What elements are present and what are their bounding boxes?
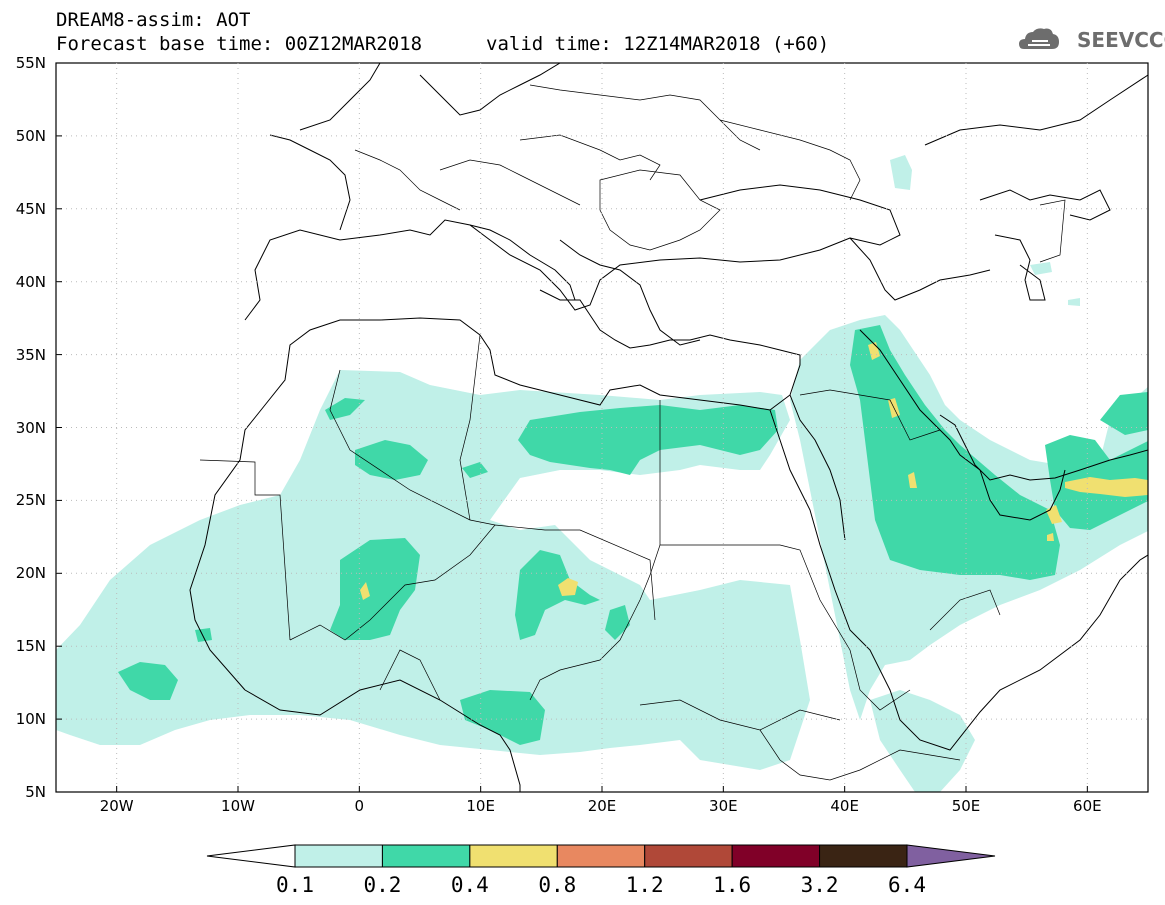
colorbar-label: 0.1 — [276, 873, 314, 897]
aot-niger-medium — [330, 538, 420, 640]
colorbar-swatch — [731, 844, 821, 868]
colorbar-swatch — [644, 844, 733, 868]
lat-label: 50N — [15, 126, 46, 145]
lon-label: 40E — [830, 797, 859, 815]
lat-label: 15N — [15, 637, 46, 656]
aot-gulf-high — [1065, 477, 1148, 497]
lat-label: 20N — [15, 564, 46, 583]
valid-time-label: valid time: 12Z14MAR2018 (+60) — [486, 33, 830, 55]
base-time-label: Forecast base time: 00Z12MAR2018 — [56, 33, 423, 55]
aot-field — [56, 155, 1148, 792]
lon-label: 50E — [951, 797, 981, 815]
colorbar-swatch — [556, 844, 646, 868]
colorbar-swatch — [819, 844, 908, 868]
lon-label: 0 — [354, 797, 365, 815]
colorbar-under-triangle — [206, 844, 296, 868]
lon-label: 20E — [587, 797, 617, 815]
colorbar-swatch — [469, 844, 558, 868]
lon-label: 20W — [99, 797, 134, 815]
chart-title: DREAM8-assim: AOT — [56, 9, 251, 31]
colorbar-swatch — [381, 844, 471, 868]
lon-label: 30E — [709, 797, 738, 815]
colorbar-over-triangle — [906, 844, 996, 868]
colorbar-label: 1.6 — [713, 873, 752, 897]
lon-label: 60E — [1073, 797, 1102, 815]
colorbar-label: 0.8 — [538, 873, 577, 897]
lat-label: 10N — [15, 710, 46, 729]
lat-label: 30N — [15, 418, 46, 437]
cloud-icon — [1019, 28, 1059, 49]
colorbar-label: 6.4 — [888, 873, 926, 897]
colorbar — [206, 844, 996, 868]
lat-label: 25N — [15, 491, 46, 510]
lon-label: 10W — [221, 797, 255, 815]
aot-chad-high — [558, 578, 578, 596]
gridlines — [56, 63, 1148, 792]
axis-ticks — [56, 62, 1088, 793]
aot-libya-egypt-medium — [518, 405, 778, 475]
colorbar-label: 0.4 — [450, 873, 489, 897]
logo-text: SEEVCCC — [1077, 28, 1165, 52]
colorbar-swatch — [294, 844, 383, 868]
lat-label: 55N — [15, 54, 46, 72]
lat-label: 45N — [15, 199, 46, 218]
lon-label: 10E — [466, 797, 495, 815]
lat-label: 40N — [15, 272, 46, 291]
colorbar-label: 3.2 — [800, 873, 839, 897]
borders — [199, 84, 1066, 781]
coastlines — [189, 63, 1148, 792]
colorbar-label: 0.2 — [363, 873, 402, 897]
lat-label: 35N — [15, 345, 46, 364]
lat-label: 5N — [25, 783, 46, 801]
aot-chad-medium — [460, 690, 545, 745]
colorbar-label: 1.2 — [625, 873, 664, 897]
